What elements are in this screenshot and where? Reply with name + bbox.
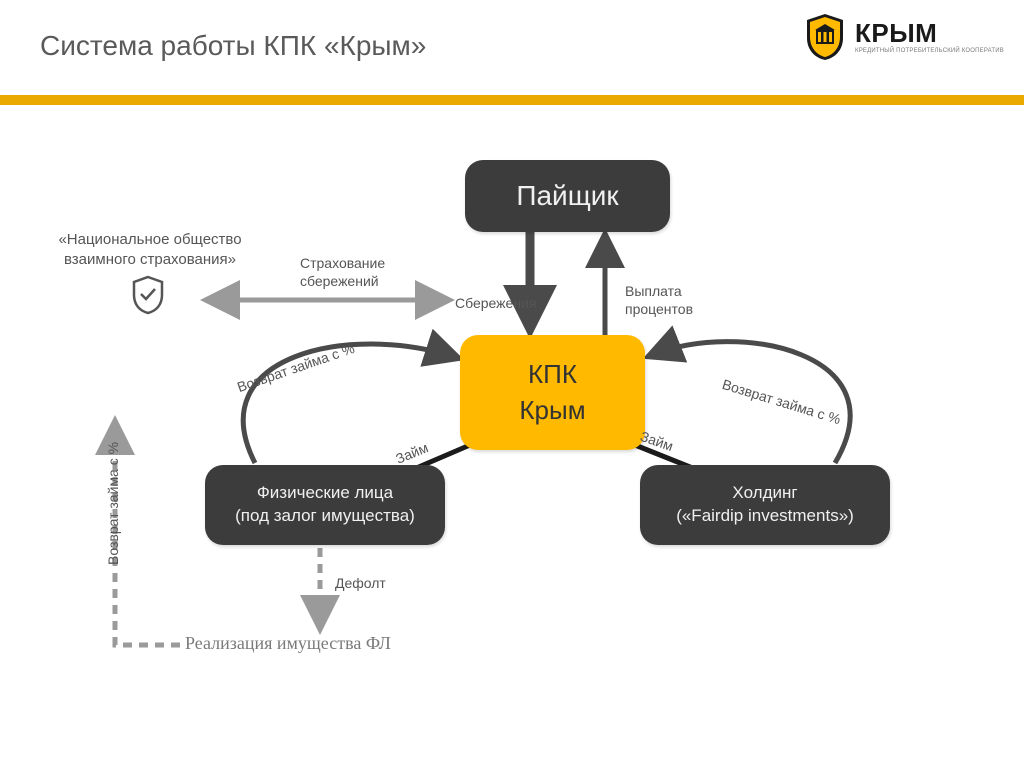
label-interest: Выплата процентов (625, 283, 693, 318)
node-payer-label: Пайщик (516, 177, 618, 215)
label-savings: Сбережения (455, 295, 536, 311)
header-divider (0, 95, 1024, 105)
label-interest-1: Выплата (625, 283, 693, 301)
node-individual-label2: (под залог имущества) (235, 505, 415, 528)
node-individual-label1: Физические лица (257, 482, 393, 505)
label-default: Дефолт (335, 575, 386, 591)
label-return-left: Возврат займа с % (235, 340, 357, 395)
header: Система работы КПК «Крым» КРЫМ КРЕДИТНЫЙ… (0, 0, 1024, 90)
insurance-org-line2: взаимного страхования» (45, 250, 255, 270)
shield-check-icon (130, 275, 166, 320)
node-kpk-label1: КПК (528, 357, 577, 392)
insurance-org-text: «Национальное общество взаимного страхов… (45, 230, 255, 271)
label-loan-left: Займ (393, 439, 430, 466)
label-interest-2: процентов (625, 301, 693, 319)
label-return-dash: Возврат займа с % (105, 442, 121, 565)
node-holding: Холдинг («Fairdip investments») (640, 465, 890, 545)
diagram-canvas: Пайщик КПК Крым Физические лица (под зал… (0, 105, 1024, 765)
node-holding-label2: («Fairdip investments») (676, 505, 854, 528)
node-holding-label1: Холдинг (732, 482, 797, 505)
label-insurance-1: Страхование (300, 255, 385, 273)
logo: КРЫМ КРЕДИТНЫЙ ПОТРЕБИТЕЛЬСКИЙ КООПЕРАТИ… (803, 12, 1004, 62)
logo-subtext: КРЕДИТНЫЙ ПОТРЕБИТЕЛЬСКИЙ КООПЕРАТИВ (855, 48, 1004, 54)
label-loan-right: Займ (638, 428, 675, 454)
label-return-right: Возврат займа с % (720, 376, 842, 427)
node-individual: Физические лица (под залог имущества) (205, 465, 445, 545)
node-payer: Пайщик (465, 160, 670, 232)
node-kpk-label2: Крым (519, 393, 585, 428)
logo-shield-icon (803, 12, 847, 62)
realization-text: Реализация имущества ФЛ (185, 633, 391, 654)
label-insurance-2: сбережений (300, 273, 385, 291)
insurance-org-line1: «Национальное общество (45, 230, 255, 250)
label-insurance: Страхование сбережений (300, 255, 385, 290)
logo-text: КРЫМ (855, 20, 1004, 46)
node-kpk: КПК Крым (460, 335, 645, 450)
